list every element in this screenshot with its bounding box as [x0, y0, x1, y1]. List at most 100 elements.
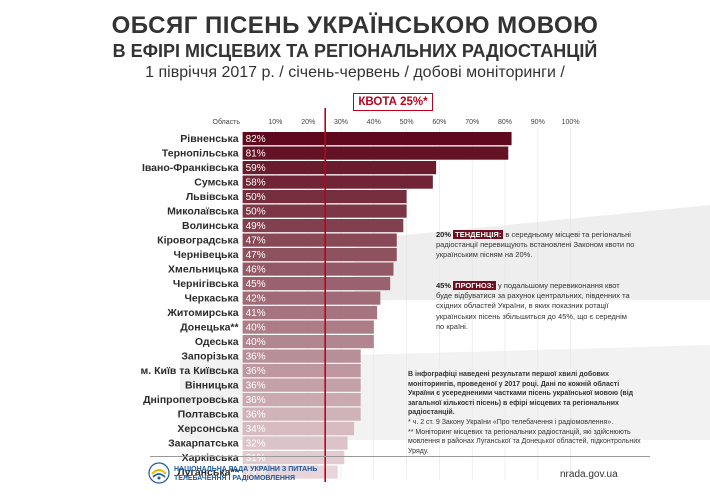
category-label: м. Київ та Київська — [141, 365, 239, 377]
footer-divider — [150, 456, 650, 457]
category-label: Львівська — [186, 191, 239, 203]
category-label: Тернопільська — [162, 148, 239, 160]
tick-label: 60% — [432, 119, 446, 126]
category-label: Полтавська — [178, 409, 239, 421]
trend-prefix: 20% — [436, 230, 452, 239]
value-label: 59% — [246, 163, 266, 174]
chart-labels: Рівненська 82% Тернопільська 81% Івано-Франк… — [141, 108, 327, 482]
forecast-note: 45% ПРОГНОЗ: у подальшому перевиконання … — [436, 281, 636, 332]
value-label: 50% — [246, 207, 266, 218]
council-logo-icon — [148, 462, 170, 484]
bar — [242, 378, 361, 392]
category-label: Донецька** — [180, 322, 239, 334]
category-label: Черкаська — [184, 293, 238, 305]
value-label: 36% — [246, 410, 266, 421]
trend-tag: ТЕНДЕНЦІЯ: — [453, 230, 504, 239]
chart-bars — [242, 132, 512, 479]
category-label: Івано-Франківська — [142, 162, 239, 174]
value-label: 36% — [246, 366, 266, 377]
category-label: Дніпропетровська — [143, 394, 239, 406]
tick-label: 50% — [400, 119, 414, 126]
value-label: 40% — [246, 323, 266, 334]
value-label: 81% — [246, 149, 266, 160]
tick-label: 90% — [531, 119, 545, 126]
page-subtitle: В ЕФІРІ МІСЦЕВИХ ТА РЕГІОНАЛЬНИХ РАДІОСТ… — [112, 41, 598, 61]
value-label: 41% — [246, 308, 266, 319]
tick-label: 20% — [301, 119, 315, 126]
category-label: Чернівецька — [174, 249, 239, 261]
value-label: 47% — [246, 250, 266, 261]
forecast-prefix: 45% — [436, 281, 452, 290]
tick-label: 40% — [367, 119, 381, 126]
bar — [242, 393, 361, 407]
category-label: Хмельницька — [168, 264, 239, 276]
bar — [242, 465, 338, 479]
category-label: Одеська — [195, 336, 239, 348]
bar — [242, 364, 361, 378]
bar — [242, 219, 404, 233]
footer-org-line2: ТЕЛЕБАЧЕННЯ І РАДІОМОВЛЕННЯ — [174, 475, 295, 482]
bar — [242, 436, 348, 450]
value-label: 31% — [246, 453, 266, 464]
value-label: 32% — [246, 439, 266, 450]
value-label: 58% — [246, 178, 266, 189]
trend-note: 20% ТЕНДЕНЦІЯ: в середньому місцеві та р… — [436, 230, 636, 261]
footer-org-line1: НАЦІОНАЛЬНА РАДА УКРАЇНИ З ПИТАНЬ — [174, 466, 318, 473]
category-label: Херсонська — [177, 423, 238, 435]
tick-label: 30% — [334, 119, 348, 126]
category-label: Миколаївська — [167, 206, 239, 218]
bar — [242, 277, 391, 291]
footer-url[interactable]: nrada.gov.ua — [560, 469, 618, 480]
footnote-quota: * ч. 2 ст. 9 Закону України «Про телебач… — [408, 418, 614, 426]
category-label: Харківська — [182, 452, 239, 464]
category-label: Сумська — [194, 177, 238, 189]
tick-label: 100% — [562, 119, 580, 126]
bar — [242, 320, 374, 334]
category-label: Запорізька — [181, 351, 238, 363]
footnote-monitoring: ** Моніторинг місцевих та регіональних р… — [408, 428, 641, 455]
bar — [242, 306, 378, 320]
bar — [242, 175, 433, 189]
value-label: 49% — [246, 221, 266, 232]
category-label: Рівненська — [180, 133, 238, 145]
bar — [242, 262, 394, 276]
category-label: Закарпатська — [168, 438, 239, 450]
footer-org: НАЦІОНАЛЬНА РАДА УКРАЇНИ З ПИТАНЬ ТЕЛЕБА… — [174, 465, 317, 483]
forecast-text: у подальшому перевиконання квот буде від… — [436, 281, 630, 331]
value-label: 36% — [246, 395, 266, 406]
bar — [242, 407, 361, 421]
category-label: Луганська** — [177, 467, 239, 479]
bar — [242, 422, 355, 436]
bar — [242, 291, 381, 305]
bar — [242, 248, 397, 262]
value-label: 42% — [246, 294, 266, 305]
category-label: Волинська — [182, 220, 239, 232]
trend-text: в середньому місцеві та регіональні раді… — [436, 230, 635, 260]
value-label: 50% — [246, 192, 266, 203]
tick-label: 70% — [465, 119, 479, 126]
period-text: 1 півріччя 2017 р. / січень-червень / до… — [145, 64, 565, 81]
category-label: Чернігівська — [173, 278, 239, 290]
category-label: Кіровоградська — [157, 235, 239, 247]
quota-label: КВОТА 25%* — [353, 93, 433, 111]
bar — [242, 335, 374, 349]
tick-label: 80% — [498, 119, 512, 126]
bar — [242, 349, 361, 363]
bar — [242, 146, 509, 160]
value-label: 36% — [246, 352, 266, 363]
bar — [242, 132, 512, 146]
value-label: 45% — [246, 279, 266, 290]
bar — [242, 451, 345, 465]
forecast-tag: ПРОГНОЗ: — [453, 281, 496, 290]
value-label: 46% — [246, 265, 266, 276]
bar — [242, 161, 437, 175]
value-label: 36% — [246, 381, 266, 392]
category-label: Житомирська — [166, 307, 238, 319]
value-label: 82% — [246, 134, 266, 145]
value-label: 40% — [246, 337, 266, 348]
page-title: ОБСЯГ ПІСЕНЬ УКРАЇНСЬКОЮ МОВОЮ — [111, 12, 599, 39]
tick-label: 10% — [268, 119, 282, 126]
value-label: 34% — [246, 424, 266, 435]
value-label: 47% — [246, 236, 266, 247]
